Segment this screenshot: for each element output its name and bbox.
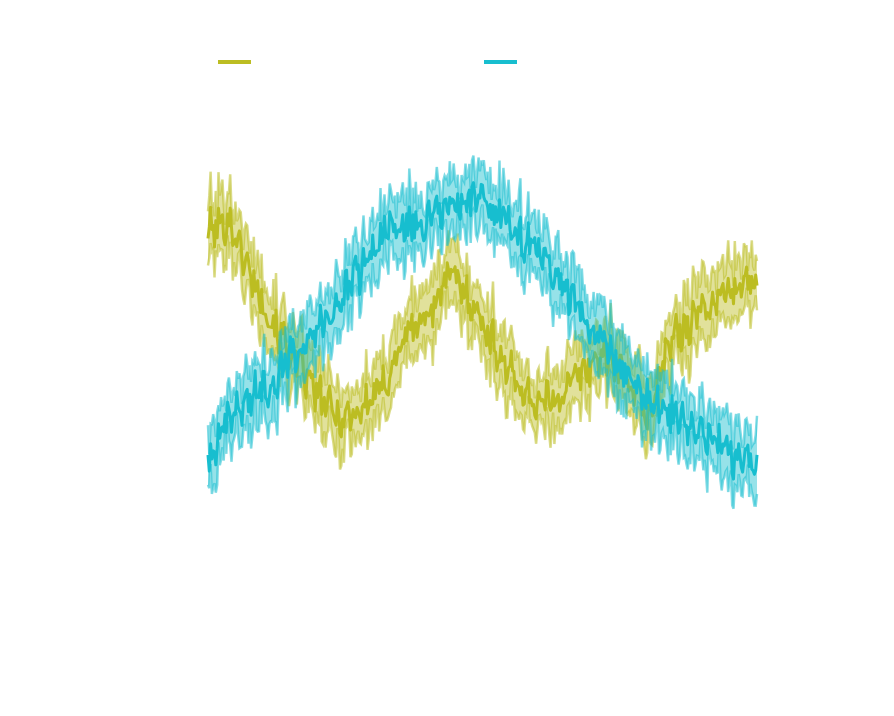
- series-1-band-edge-1: [206, 171, 759, 408]
- series-2-band-edge-2: [206, 204, 759, 510]
- plot-area: [206, 155, 759, 510]
- series-2-band-edge-1: [206, 155, 759, 455]
- series-2: [206, 155, 759, 510]
- series-2-line: [206, 181, 759, 481]
